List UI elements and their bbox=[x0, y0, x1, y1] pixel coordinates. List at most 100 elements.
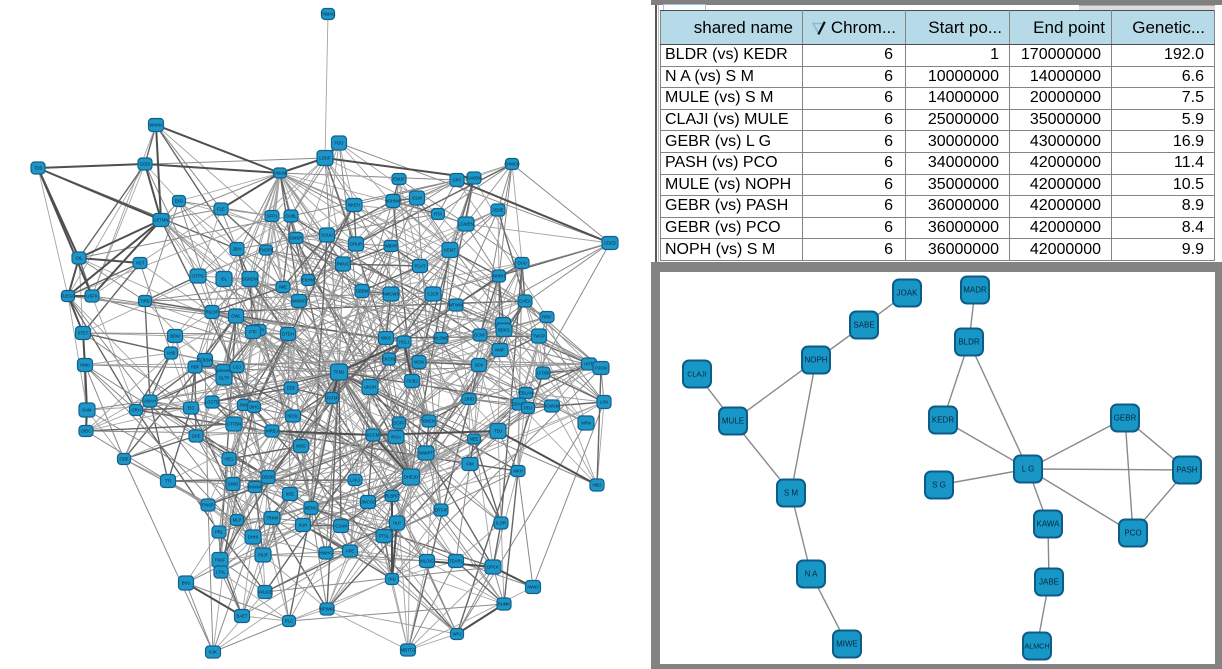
svg-text:CJCR: CJCR bbox=[427, 292, 438, 297]
svg-text:MRN: MRN bbox=[581, 421, 591, 426]
svg-text:PNSP: PNSP bbox=[202, 503, 214, 508]
svg-text:PTF: PTF bbox=[249, 330, 257, 335]
svg-text:JEME: JEME bbox=[492, 208, 503, 213]
svg-text:EWJF: EWJF bbox=[393, 177, 405, 182]
svg-text:OIDC: OIDC bbox=[81, 429, 91, 434]
svg-text:HITB: HITB bbox=[584, 362, 594, 367]
svg-text:JIKM: JIKM bbox=[239, 403, 249, 408]
svg-text:DAEA: DAEA bbox=[519, 299, 531, 304]
svg-text:GDAGF: GDAGF bbox=[512, 402, 527, 407]
svg-text:GRH: GRH bbox=[131, 408, 140, 413]
svg-text:LGJ: LGJ bbox=[233, 365, 241, 370]
svg-text:KAM: KAM bbox=[82, 408, 92, 413]
svg-text:USFK: USFK bbox=[86, 294, 97, 299]
svg-text:MIWE: MIWE bbox=[836, 640, 858, 649]
svg-text:FATM: FATM bbox=[327, 396, 338, 401]
svg-text:N A: N A bbox=[805, 570, 819, 579]
svg-text:AHB: AHB bbox=[167, 351, 176, 356]
svg-text:GODI: GODI bbox=[140, 162, 151, 167]
svg-text:MENG: MENG bbox=[305, 506, 318, 511]
svg-text:EBLAN: EBLAN bbox=[519, 391, 533, 396]
svg-text:LTAL: LTAL bbox=[216, 570, 226, 575]
svg-text:TDS: TDS bbox=[34, 166, 43, 171]
svg-text:WBHP: WBHP bbox=[385, 244, 398, 249]
svg-text:RILOP: RILOP bbox=[206, 310, 219, 315]
svg-text:MADR: MADR bbox=[963, 286, 987, 295]
svg-text:OIHC: OIHC bbox=[249, 405, 259, 410]
svg-text:DOFF: DOFF bbox=[393, 421, 405, 426]
svg-text:PCAT: PCAT bbox=[415, 264, 426, 269]
svg-text:GWO: GWO bbox=[228, 482, 239, 487]
svg-text:FIM: FIM bbox=[466, 462, 474, 467]
svg-text:S M: S M bbox=[784, 489, 799, 498]
svg-text:STET: STET bbox=[78, 331, 89, 336]
svg-text:DHHI: DHHI bbox=[248, 535, 258, 540]
svg-text:NMCWS: NMCWS bbox=[383, 292, 399, 297]
svg-text:TDJ: TDJ bbox=[494, 429, 502, 434]
svg-text:TRKM: TRKM bbox=[266, 516, 278, 521]
svg-text:GPC: GPC bbox=[452, 178, 461, 183]
svg-text:CDED: CDED bbox=[604, 241, 616, 246]
svg-text:TDARL: TDARL bbox=[449, 559, 463, 564]
svg-text:OTPS: OTPS bbox=[192, 274, 204, 279]
svg-text:IMWPT: IMWPT bbox=[419, 451, 433, 456]
svg-text:KUH: KUH bbox=[299, 523, 308, 528]
svg-text:MULE: MULE bbox=[722, 417, 744, 426]
svg-text:SGNDW: SGNDW bbox=[242, 277, 258, 282]
svg-text:NOPH: NOPH bbox=[804, 356, 827, 365]
svg-text:ERTAF: ERTAF bbox=[434, 508, 448, 513]
svg-text:UKUH: UKUH bbox=[364, 385, 376, 390]
svg-text:ODE: ODE bbox=[119, 457, 128, 462]
svg-text:APE: APE bbox=[346, 549, 355, 554]
svg-text:PTSL: PTSL bbox=[379, 534, 390, 539]
svg-text:WKO: WKO bbox=[381, 336, 392, 341]
svg-text:HNKI: HNKI bbox=[80, 363, 90, 368]
svg-text:MBTTG: MBTTG bbox=[401, 648, 416, 653]
svg-text:TNMAG: TNMAG bbox=[320, 12, 335, 17]
svg-text:RTA: RTA bbox=[434, 212, 442, 217]
svg-text:BDW: BDW bbox=[170, 334, 180, 339]
svg-text:PJCM: PJCM bbox=[595, 366, 607, 371]
svg-text:S G: S G bbox=[932, 481, 946, 490]
svg-text:HGT: HGT bbox=[136, 261, 145, 266]
svg-text:GMSR: GMSR bbox=[290, 236, 303, 241]
svg-text:DTDH: DTDH bbox=[282, 332, 294, 337]
svg-text:JJHD: JJHD bbox=[464, 397, 474, 402]
svg-text:UWCGO: UWCGO bbox=[360, 500, 377, 505]
svg-text:PAMNF: PAMNF bbox=[248, 485, 263, 490]
svg-text:HIU: HIU bbox=[388, 577, 395, 582]
svg-text:MTWW: MTWW bbox=[449, 303, 463, 308]
svg-text:KEDR: KEDR bbox=[932, 416, 954, 425]
svg-text:EFBSW: EFBSW bbox=[198, 358, 213, 363]
svg-text:TMLF: TMLF bbox=[215, 558, 226, 563]
svg-text:RLBRF: RLBRF bbox=[385, 494, 399, 499]
svg-text:FUEGG: FUEGG bbox=[61, 294, 76, 299]
svg-text:UETMN: UETMN bbox=[154, 218, 169, 223]
svg-text:ILOR: ILOR bbox=[496, 521, 506, 526]
svg-text:KJK: KJK bbox=[209, 650, 217, 655]
svg-text:AKUGE: AKUGE bbox=[258, 590, 273, 595]
svg-text:ALMCH: ALMCH bbox=[1024, 642, 1049, 651]
svg-text:AAKDN: AAKDN bbox=[467, 176, 481, 181]
svg-text:KAWA: KAWA bbox=[1037, 520, 1061, 529]
svg-text:LOUF: LOUF bbox=[319, 156, 331, 161]
svg-text:JBIH: JBIH bbox=[232, 247, 241, 252]
svg-text:BNCN: BNCN bbox=[423, 419, 435, 424]
svg-text:HLP: HLP bbox=[393, 521, 401, 526]
svg-text:HCLI: HCLI bbox=[399, 340, 409, 345]
svg-text:DPCK: DPCK bbox=[487, 565, 499, 570]
svg-text:MKH: MKH bbox=[513, 469, 522, 474]
svg-text:IWE: IWE bbox=[279, 285, 287, 290]
svg-text:PCO: PCO bbox=[1124, 529, 1141, 538]
svg-text:BDKG: BDKG bbox=[498, 328, 510, 333]
svg-text:CHMCD: CHMCD bbox=[504, 162, 520, 167]
svg-text:HWHG: HWHG bbox=[319, 551, 332, 556]
svg-text:ISL: ISL bbox=[221, 277, 228, 282]
svg-text:ICWSM: ICWSM bbox=[545, 404, 560, 409]
svg-text:TIRD: TIRD bbox=[140, 299, 150, 304]
svg-text:KEMT: KEMT bbox=[444, 248, 456, 253]
svg-text:HEG: HEG bbox=[224, 457, 233, 462]
svg-text:TFMJ: TFMJ bbox=[334, 370, 345, 375]
svg-text:OWL: OWL bbox=[231, 314, 241, 319]
svg-text:WNMO: WNMO bbox=[292, 299, 306, 304]
